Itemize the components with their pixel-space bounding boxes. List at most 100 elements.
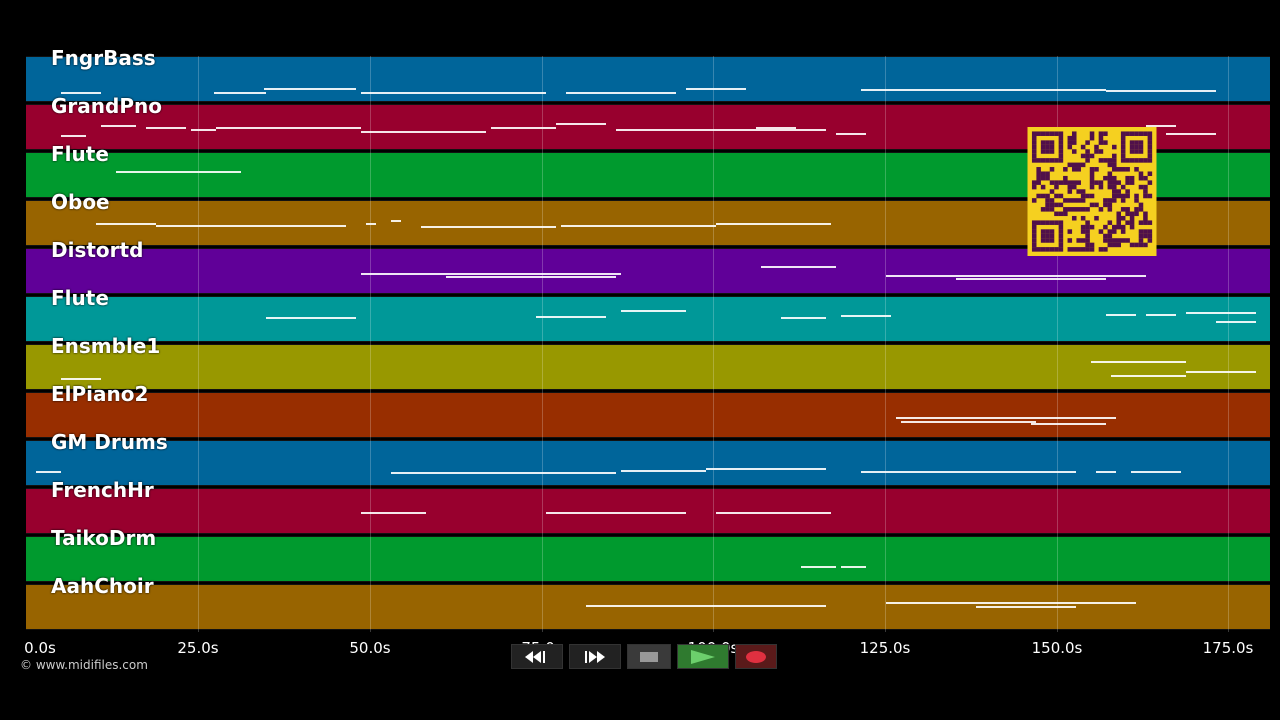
note bbox=[566, 92, 676, 94]
note bbox=[391, 220, 401, 222]
note bbox=[621, 470, 706, 472]
note bbox=[361, 92, 446, 94]
track-name: Flute bbox=[51, 286, 109, 310]
note bbox=[391, 472, 616, 474]
note bbox=[841, 315, 891, 317]
rewind-icon bbox=[525, 650, 545, 663]
track-name: FrenchHr bbox=[51, 478, 154, 502]
play-icon bbox=[691, 649, 715, 664]
note bbox=[156, 225, 346, 227]
note bbox=[886, 275, 1146, 277]
note bbox=[861, 89, 1006, 91]
track-row: Flute bbox=[26, 286, 1270, 342]
note bbox=[861, 471, 1076, 473]
note bbox=[686, 88, 746, 90]
time-tick-label: 175.0s bbox=[1202, 639, 1254, 657]
track-row: ElPiano2 bbox=[26, 382, 1270, 438]
track-name: GM Drums bbox=[51, 430, 168, 454]
stop-icon bbox=[640, 651, 658, 662]
note bbox=[716, 223, 831, 225]
note bbox=[1106, 90, 1216, 92]
track-row: TaikoDrm bbox=[26, 526, 1270, 582]
note bbox=[1106, 314, 1136, 316]
note bbox=[706, 468, 826, 470]
gridline bbox=[542, 56, 543, 632]
note bbox=[1186, 312, 1256, 314]
note bbox=[781, 317, 826, 319]
time-tick-label: 125.0s bbox=[859, 639, 911, 657]
track-row: AahChoir bbox=[26, 574, 1270, 630]
note bbox=[1146, 314, 1176, 316]
note bbox=[36, 471, 61, 473]
note bbox=[841, 566, 866, 568]
note bbox=[214, 92, 266, 94]
time-tick-label: 150.0s bbox=[1031, 639, 1083, 657]
note bbox=[361, 131, 486, 133]
note bbox=[756, 127, 796, 129]
stop-button[interactable] bbox=[627, 644, 671, 669]
note bbox=[446, 92, 546, 94]
note bbox=[956, 278, 1106, 280]
play-button[interactable] bbox=[677, 644, 729, 669]
record-icon bbox=[746, 650, 766, 663]
note bbox=[896, 417, 1116, 419]
note bbox=[116, 171, 241, 173]
note bbox=[1031, 423, 1106, 425]
note bbox=[61, 92, 101, 94]
note bbox=[1166, 133, 1216, 135]
track-name: Distortd bbox=[51, 238, 144, 262]
note bbox=[1096, 471, 1116, 473]
fast-forward-icon bbox=[585, 650, 605, 663]
note bbox=[361, 273, 621, 275]
track-row: GM Drums bbox=[26, 430, 1270, 486]
note bbox=[216, 127, 361, 129]
gridline bbox=[713, 56, 714, 632]
track-name: Oboe bbox=[51, 190, 110, 214]
rewind-button[interactable] bbox=[511, 644, 563, 669]
note bbox=[1186, 371, 1256, 373]
track-row: FrenchHr bbox=[26, 478, 1270, 534]
note bbox=[836, 133, 866, 135]
note bbox=[96, 223, 156, 225]
track-row: Ensmble1 bbox=[26, 334, 1270, 390]
note bbox=[146, 127, 186, 129]
track-name: TaikoDrm bbox=[51, 526, 157, 550]
note bbox=[361, 512, 426, 514]
gridline bbox=[885, 56, 886, 632]
time-tick-label: 0.0s bbox=[24, 639, 56, 657]
note bbox=[101, 125, 136, 127]
track-name: Flute bbox=[51, 142, 109, 166]
fast-forward-button[interactable] bbox=[569, 644, 621, 669]
track-row: FngrBass bbox=[26, 46, 1270, 102]
time-tick-label: 25.0s bbox=[177, 639, 219, 657]
track-name: GrandPno bbox=[51, 94, 162, 118]
note bbox=[546, 512, 686, 514]
gridline bbox=[370, 56, 371, 632]
note bbox=[801, 566, 836, 568]
track-name: FngrBass bbox=[51, 46, 156, 70]
note bbox=[1091, 361, 1186, 363]
note bbox=[976, 606, 1076, 608]
qr-code bbox=[1027, 127, 1157, 256]
note bbox=[901, 421, 1036, 423]
note bbox=[366, 223, 376, 225]
note bbox=[761, 266, 836, 268]
note bbox=[1111, 375, 1186, 377]
note bbox=[716, 512, 831, 514]
gridline bbox=[1057, 56, 1058, 632]
track-name: ElPiano2 bbox=[51, 382, 149, 406]
note bbox=[491, 127, 556, 129]
note bbox=[556, 123, 606, 125]
note bbox=[266, 317, 356, 319]
gridline bbox=[1228, 56, 1229, 632]
note bbox=[264, 88, 356, 90]
note bbox=[536, 316, 606, 318]
note bbox=[616, 129, 826, 131]
note bbox=[191, 129, 216, 131]
copyright-text: © www.midifiles.com bbox=[20, 658, 148, 672]
note bbox=[61, 378, 101, 380]
record-button[interactable] bbox=[735, 644, 777, 669]
note bbox=[1006, 89, 1106, 91]
track-name: Ensmble1 bbox=[51, 334, 161, 358]
